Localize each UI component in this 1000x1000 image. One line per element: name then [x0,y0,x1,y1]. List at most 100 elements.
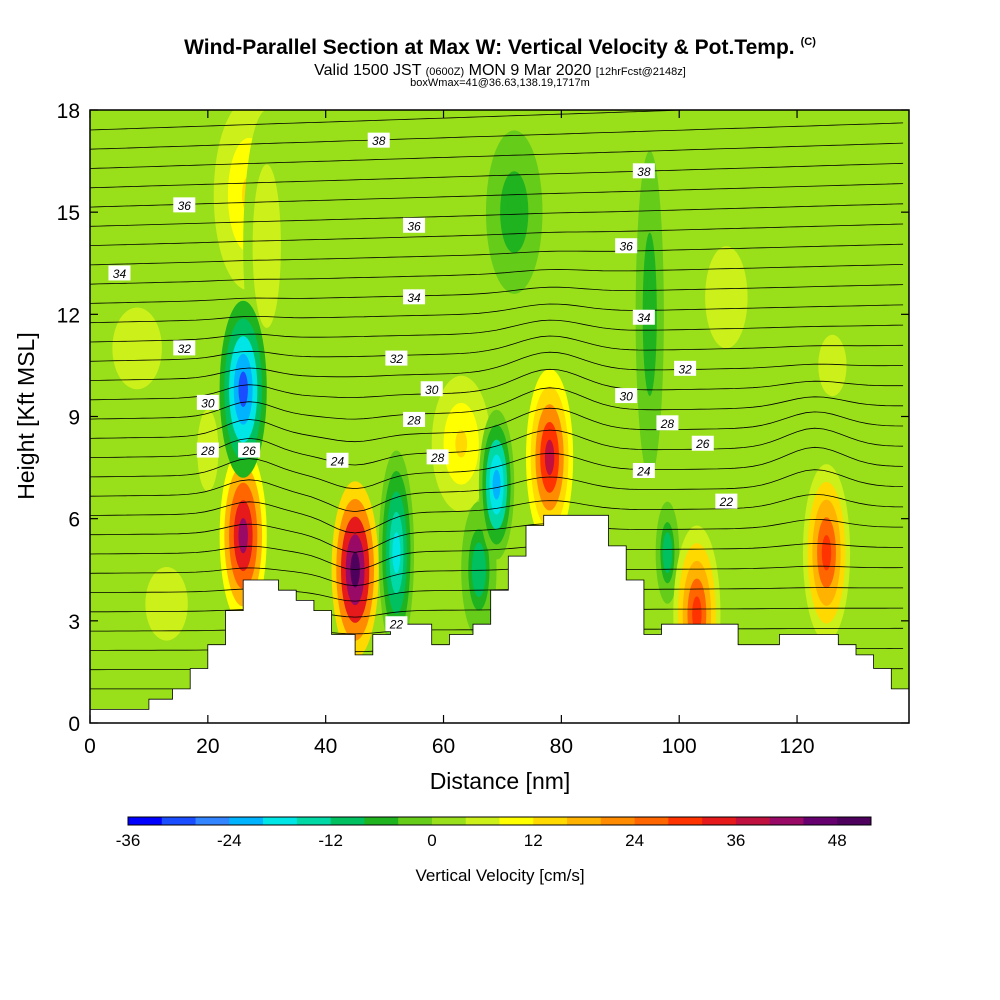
w-downdraft-region [663,542,672,563]
theta-contour-line [90,368,904,401]
terrain-mask [90,514,909,723]
x-tick-label: 80 [550,735,573,758]
theta-contour-label: 32 [674,360,697,376]
theta-contour-line [90,183,904,208]
w-downdraft-region [492,469,501,500]
theta-contour-label-text: 28 [406,413,421,427]
colorbar-swatch [465,817,500,825]
theta-contour-label-text: 38 [372,134,386,148]
theta-contour-label-text: 28 [660,417,675,431]
theta-contour-label: 36 [403,217,426,233]
theta-contour-line [90,565,904,587]
w-updraft-region [544,439,555,476]
theta-contour-label-text: 28 [200,444,215,458]
colorbar-swatch [499,817,534,825]
theta-contour-label-text: 36 [620,240,634,254]
colorbar-tick-label: 48 [828,831,847,850]
y-tick-label: 6 [68,509,80,532]
colorbar-swatch [195,817,230,825]
colorbar-swatch [735,817,771,825]
colorbar-tick-label: -24 [217,831,242,850]
theta-contour-label-text: 24 [636,464,651,478]
w-updraft-region [719,280,734,315]
valid-time-line: Valid 1500 JST (0600Z) MON 9 Mar 2020 [1… [0,62,1000,80]
theta-contour-line [90,387,904,420]
theta-contour-labels: 38 38 36 36 36 34 34 34 32 32 32 30 30 30 28 28 28 28 26 26… [108,132,738,632]
theta-contour-line [90,162,904,189]
x-tick-label: 0 [84,735,96,758]
colorbar-swatch [263,817,298,825]
theta-contour-label: 28 [426,449,449,465]
terrain-profile [90,514,909,723]
theta-contour-label-text: 28 [430,451,445,465]
theta-contour-label: 26 [691,435,714,451]
theta-contour-label: 32 [173,340,196,356]
w-updraft-region [827,355,838,376]
theta-contour-line [90,518,904,553]
x-tick-label: 40 [314,735,337,758]
theta-contour-line [90,110,697,131]
y-tick-label: 18 [57,100,80,123]
theta-contour-label: 30 [615,388,638,404]
theta-contour-label-text: 24 [330,454,345,468]
theta-contour-label-text: 32 [390,352,404,366]
colorbar-swatch [431,817,467,825]
theta-contour-line [90,243,904,266]
colorbar-tick-label: -36 [116,831,141,850]
theta-contour-label: 34 [403,289,426,305]
colorbar-swatch [668,817,703,825]
theta-contour-label: 28 [403,411,426,427]
colorbar-tick-label: -12 [318,831,343,850]
theta-contour-line [90,469,904,513]
x-axis: 0 20 40 60 80 100 120 [84,110,815,758]
theta-contour-line [90,122,904,150]
theta-contour-label: 36 [173,197,196,213]
colorbar-tick-label: 12 [524,831,543,850]
y-tick-label: 15 [57,202,80,225]
w-updraft-region [159,591,174,617]
theta-contour-line [90,427,904,466]
colorbar-swatch [769,817,804,825]
colorbar-swatch [398,817,433,825]
theta-contour-line [90,407,904,443]
colorbar-swatch [702,817,737,825]
w-downdraft-region [507,191,522,233]
colorbar-swatch [600,817,636,825]
theta-contour-label-text: 38 [637,165,651,179]
theta-contour-label-text: 26 [695,437,710,451]
w-downdraft-region [392,532,401,574]
w-updraft-region [692,596,702,632]
x-tick-label: 20 [196,735,219,758]
colorbar-tick-label: 24 [625,831,644,850]
theta-contour-label: 32 [385,350,408,366]
theta-contour-label: 34 [632,309,655,325]
colorbar-swatch [229,817,264,825]
theta-contour-label: 30 [420,381,443,397]
colorbar-swatch [296,817,332,825]
colorbar: -36 -24 -12 0 12 24 36 48 [116,816,872,850]
theta-contour-label-text: 30 [201,396,215,410]
theta-contour-label-text: 22 [389,618,404,632]
colorbar-label: Vertical Velocity [cm/s] [415,866,584,885]
colorbar-swatch [161,817,197,825]
forecast-tag: [12hrFcst@2148z] [595,66,686,78]
colorbar-swatch [128,817,163,825]
theta-contour-label-text: 34 [637,311,651,325]
theta-contour-line [90,319,904,343]
theta-contour-label: 24 [632,462,655,478]
chart-title: Wind-Parallel Section at Max W: Vertical… [0,36,1000,60]
colorbar-swatch [567,817,602,825]
theta-contour-line [90,493,904,534]
x-axis-label: Distance [nm] [430,768,571,794]
y-tick-label: 12 [57,304,80,327]
colorbar-tick-label: 36 [726,831,745,850]
colorbar-swatch [330,817,365,825]
box-wmax-line: boxWmax=41@36.63,138.19,1717m [410,77,590,89]
theta-contour-line [90,264,904,285]
theta-contour-label-text: 22 [719,495,734,509]
theta-contour-label: 24 [326,452,349,468]
theta-contour-line [90,351,904,381]
title-main: Wind-Parallel Section at Max W: Vertical… [184,36,795,59]
valid-prefix: Valid 1500 JST [314,62,422,79]
